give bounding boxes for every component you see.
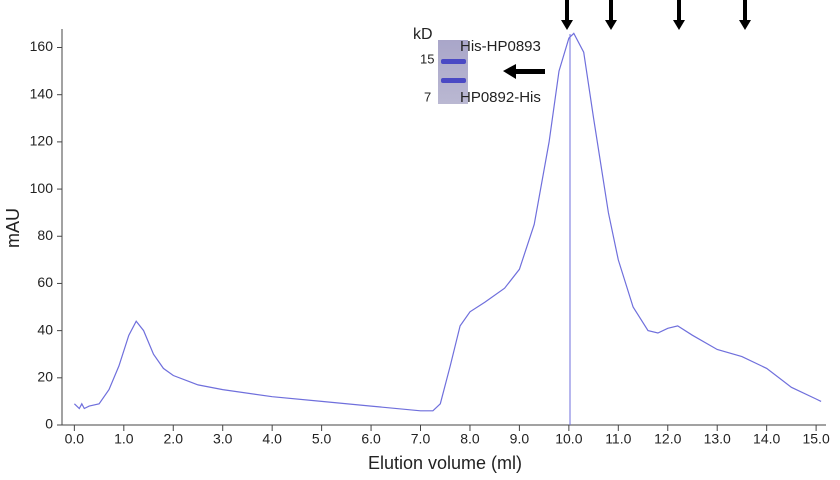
x-tick-label: 3.0 xyxy=(213,431,233,447)
chromatogram-line xyxy=(73,32,822,412)
y-tick-label: 100 xyxy=(30,180,54,196)
gel-marker: 7 xyxy=(424,89,431,104)
y-axis-label: mAU xyxy=(3,208,23,248)
gel-inset xyxy=(438,40,545,104)
gel-band-label: His-HP0893 xyxy=(460,38,541,55)
x-tick-label: 13.0 xyxy=(704,431,731,447)
x-tick-label: 11.0 xyxy=(605,431,631,447)
gel-unit: kD xyxy=(413,26,433,43)
x-tick-label: 15.0 xyxy=(802,431,829,447)
y-tick-label: 80 xyxy=(37,227,53,243)
x-tick-label: 8.0 xyxy=(460,431,480,447)
x-tick-label: 14.0 xyxy=(753,431,780,447)
gel-band-label: HP0892-His xyxy=(460,89,541,106)
x-tick-label: 10.0 xyxy=(555,431,582,447)
x-tick-label: 9.0 xyxy=(510,431,530,447)
x-tick-label: 6.0 xyxy=(361,431,381,447)
x-tick-label: 0.0 xyxy=(65,431,85,447)
x-tick-label: 5.0 xyxy=(312,431,332,447)
y-tick-label: 40 xyxy=(37,321,53,337)
x-tick-label: 7.0 xyxy=(411,431,431,447)
y-tick-label: 60 xyxy=(37,274,53,290)
x-tick-label: 12.0 xyxy=(654,431,681,447)
y-tick-label: 0 xyxy=(45,416,53,432)
gel-marker: 15 xyxy=(420,51,434,66)
y-tick-label: 120 xyxy=(30,133,54,149)
x-tick-label: 4.0 xyxy=(262,431,282,447)
y-tick-label: 160 xyxy=(30,38,54,54)
x-tick-label: 2.0 xyxy=(164,431,184,447)
x-tick-label: 1.0 xyxy=(114,431,134,447)
x-axis-label: Elution volume (ml) xyxy=(368,453,522,473)
fraction-arrows xyxy=(561,0,751,30)
y-tick-label: 140 xyxy=(30,85,54,101)
y-tick-label: 20 xyxy=(37,369,53,385)
